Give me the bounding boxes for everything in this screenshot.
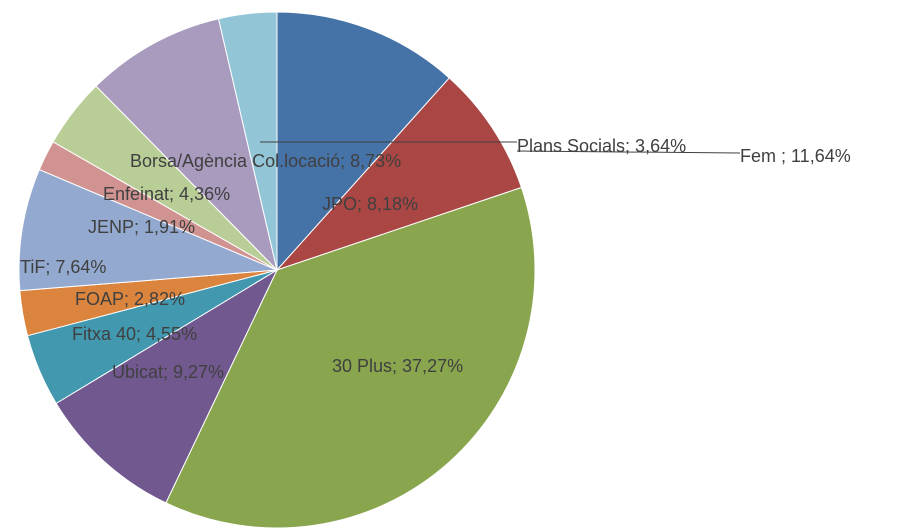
data-label: Enfeinat; 4,36% (103, 184, 230, 204)
pie-slice (275, 77, 523, 272)
data-label: Borsa/Agència Col.locació; 8,73% (130, 151, 401, 171)
slices (18, 11, 536, 529)
data-label: 30 Plus; 37,27% (332, 356, 463, 376)
labels: Fem ; 11,64% JPO; 8,18% 30 Plus; 37,27% Ubi… (20, 136, 851, 382)
pie-slice (18, 168, 278, 292)
data-label: Plans Socials; 3,64% (517, 136, 686, 156)
pie-slice (165, 186, 536, 529)
data-label: TiF; 7,64% (20, 257, 106, 277)
pie-slice (217, 11, 278, 271)
data-label: Fem ; 11,64% (740, 146, 851, 166)
data-label: Ubicat; 9,27% (112, 362, 224, 382)
data-label: FOAP; 2,82% (75, 289, 185, 309)
data-label: JPO; 8,18% (322, 194, 418, 214)
pie-slice (276, 11, 451, 272)
pie-slice (95, 18, 278, 272)
pie-slice (55, 268, 279, 504)
data-label: Fitxa 40; 4,55% (72, 324, 197, 344)
data-label: JENP; 1,91% (88, 217, 195, 237)
leader-line (516, 150, 741, 154)
